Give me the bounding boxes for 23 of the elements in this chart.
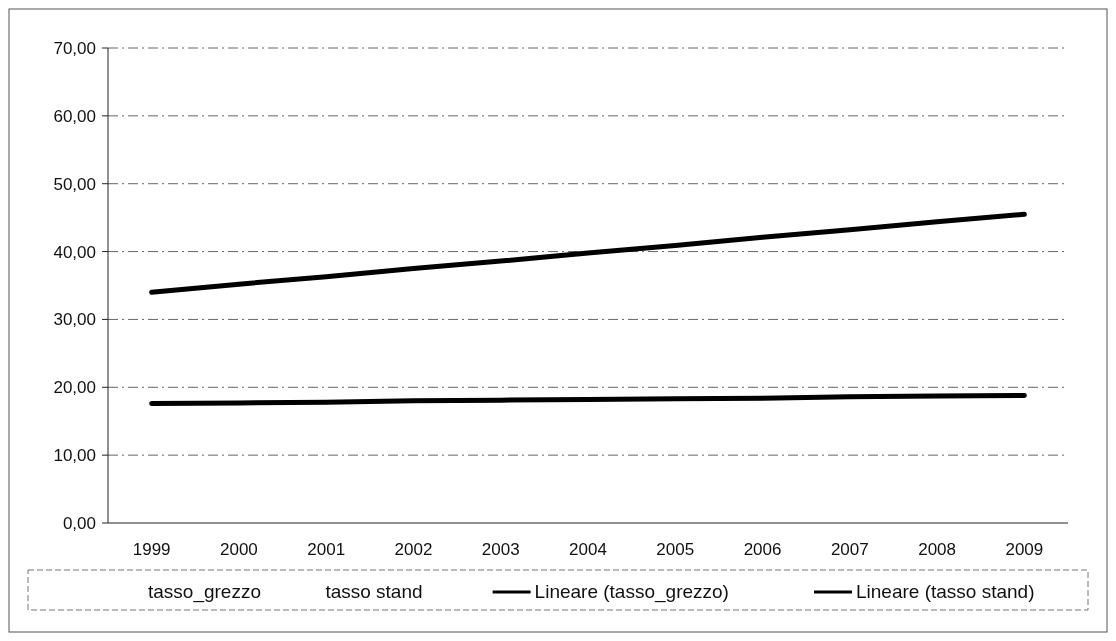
x-tick-label: 2004 [569, 540, 607, 559]
x-tick-label: 2006 [743, 540, 782, 559]
text: tasso stand [325, 581, 423, 602]
x-tick-label: 2008 [918, 540, 956, 559]
y-tick-label: 10,00 [53, 446, 96, 466]
x-tick-label: 2003 [481, 540, 520, 559]
y-tick-label: 60,00 [53, 106, 96, 126]
x-tick-label: 2007 [830, 540, 869, 559]
y-tick-label: 70,00 [53, 38, 96, 58]
y-tick-label: 30,00 [53, 310, 96, 330]
x-tick-label: 1999 [132, 540, 171, 559]
x-tick-label: 2001 [307, 540, 346, 559]
y-tick-label: 0,00 [62, 513, 96, 533]
y-tick-label: 50,00 [53, 174, 96, 194]
x-tick-label: 2000 [220, 540, 258, 559]
legend-label: Lineare (tasso stand) [856, 581, 1035, 602]
y-tick-label: 40,00 [53, 242, 96, 262]
x-tick-label: 2002 [394, 540, 433, 559]
y-tick-label: 20,00 [53, 378, 96, 398]
text: tasso_grezzo [148, 581, 262, 603]
x-tick-label: 2009 [1005, 540, 1044, 559]
x-tick-label: 2005 [656, 540, 695, 559]
legend-label: Lineare (tasso_grezzo) [534, 581, 729, 603]
